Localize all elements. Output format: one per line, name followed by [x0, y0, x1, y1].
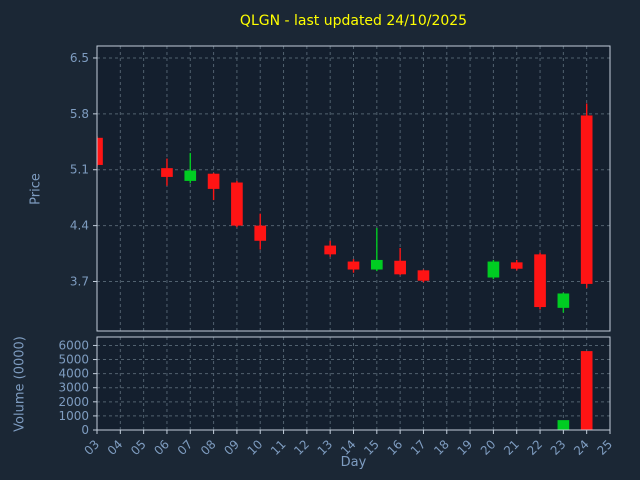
candle-body — [184, 170, 197, 181]
candle-body — [324, 245, 337, 255]
volume-bar — [580, 351, 593, 430]
price-panel-border — [96, 45, 611, 332]
candle-body — [417, 270, 430, 281]
volume-panel-border — [96, 336, 611, 431]
candle-body — [580, 115, 593, 284]
price-tick-label: 5.8 — [70, 107, 89, 121]
volume-tick-label: 3000 — [58, 381, 89, 395]
candle-body — [510, 262, 523, 269]
candle-body — [97, 137, 103, 165]
volume-panel-bg — [97, 337, 610, 430]
volume-tick-label: 4000 — [58, 367, 89, 381]
price-tick-label: 3.7 — [70, 275, 89, 289]
chart-title: QLGN - last updated 24/10/2025 — [239, 13, 468, 29]
price-axis-label: Price — [28, 173, 44, 205]
volume-bar — [557, 420, 570, 430]
candles-layer — [97, 103, 593, 313]
volume-axis-label: Volume (0000) — [12, 336, 28, 432]
candle-body — [207, 173, 220, 189]
x-axis-label: Day — [340, 455, 367, 470]
volume-layer — [557, 351, 593, 430]
candle-body — [347, 261, 360, 270]
candle-body — [370, 259, 383, 270]
volume-tick-label: 5000 — [58, 353, 89, 367]
candle-body — [394, 260, 406, 275]
volume-tick-label: 2000 — [58, 395, 89, 409]
candle-body — [161, 168, 173, 177]
candle-body — [487, 261, 500, 278]
price-tick-label: 4.4 — [70, 219, 89, 233]
candle-body — [534, 254, 546, 308]
candle-body — [254, 225, 267, 241]
volume-tick-label: 6000 — [58, 338, 89, 352]
candle-body — [557, 293, 570, 308]
price-panel-bg — [97, 46, 610, 331]
volume-tick-label: 1000 — [58, 409, 89, 423]
price-tick-label: 6.5 — [70, 51, 89, 65]
price-tick-label: 5.1 — [70, 163, 89, 177]
volume-tick-label: 0 — [81, 423, 89, 437]
candle-body — [231, 182, 243, 226]
